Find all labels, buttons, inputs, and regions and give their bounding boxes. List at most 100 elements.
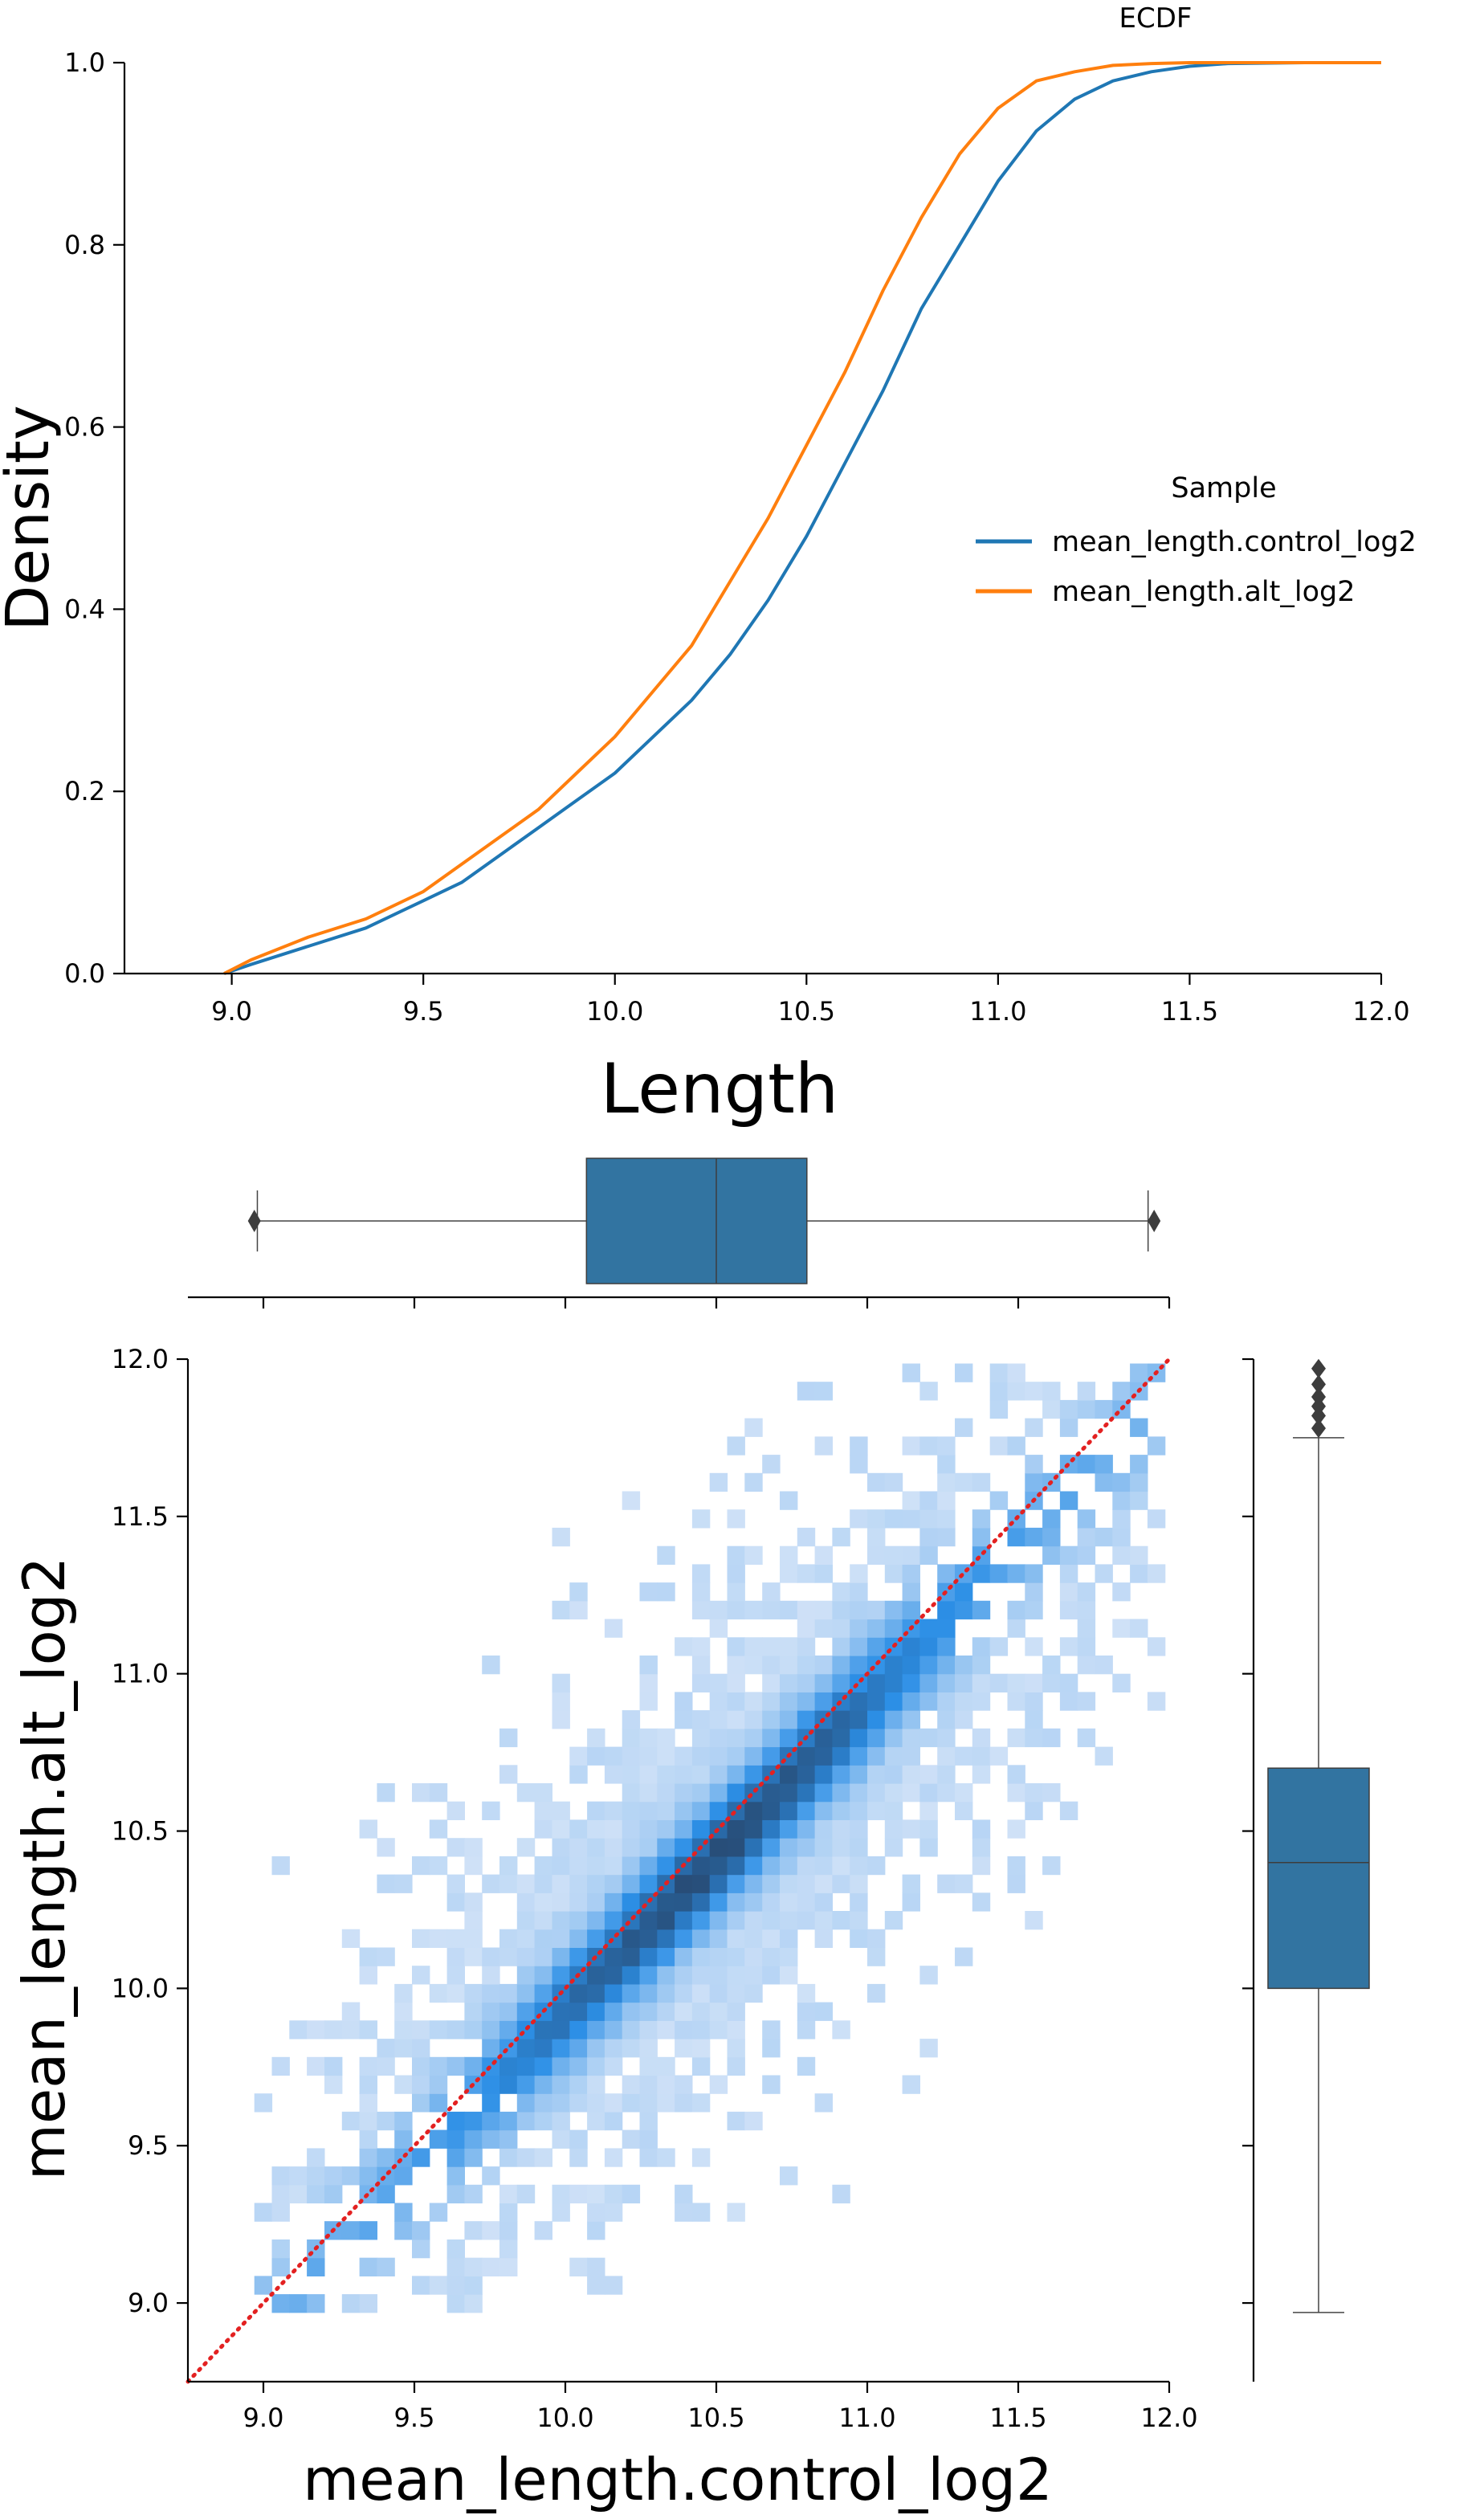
heatmap-cell	[534, 1892, 552, 1912]
heatmap-cell	[552, 1801, 570, 1820]
heatmap-cell	[1059, 1399, 1078, 1419]
heatmap-cell	[657, 2020, 675, 2039]
heatmap-cell	[1007, 1600, 1025, 1620]
heatmap-cell	[639, 2039, 658, 2058]
heatmap-cell	[569, 1765, 588, 1784]
heatmap-cell	[429, 1819, 448, 1839]
heatmap-cell	[377, 1838, 395, 1857]
heatmap-cell	[762, 1710, 781, 1729]
heatmap-cell	[482, 1966, 500, 1985]
ecdf-line-alt	[223, 61, 1381, 975]
heatmap-cell	[814, 1783, 833, 1803]
heatmap-cell	[516, 2093, 536, 2113]
heatmap-cell	[814, 1600, 833, 1620]
heatmap-cell	[587, 2002, 605, 2021]
joint-x-tick-label: 9.0	[243, 2403, 284, 2433]
heatmap-cell	[1059, 1418, 1078, 1437]
heatmap-cell	[850, 1564, 868, 1583]
heatmap-cell	[691, 1710, 711, 1729]
heatmap-cell	[902, 1765, 920, 1784]
heatmap-cell	[271, 2184, 290, 2204]
heatmap-cell	[832, 1710, 850, 1729]
heatmap-cell	[622, 1801, 641, 1820]
heatmap-cell	[850, 1673, 868, 1692]
heatmap-cell	[516, 1983, 536, 2003]
heatmap-cell	[1095, 1455, 1113, 1474]
heatmap-cell	[552, 2184, 570, 2204]
heatmap-cell	[1025, 1783, 1043, 1803]
heatmap-cell	[639, 2075, 658, 2094]
heatmap-cell	[867, 1527, 886, 1547]
heatmap-cell	[1077, 1509, 1096, 1529]
heatmap-cell	[902, 1728, 920, 1748]
heatmap-cell	[867, 1856, 886, 1876]
heatmap-cell	[499, 2184, 518, 2204]
heatmap-cell	[307, 2184, 325, 2204]
heatmap-cell	[1130, 1491, 1148, 1510]
heatmap-cell	[884, 1692, 903, 1711]
heatmap-cell	[324, 2075, 343, 2094]
heatmap-cell	[622, 1491, 641, 1510]
heatmap-cell	[359, 2093, 377, 2113]
heatmap-cell	[762, 1637, 781, 1656]
heatmap-cell	[797, 1892, 816, 1912]
heatmap-cell	[850, 1801, 868, 1820]
heatmap-cell	[587, 2093, 605, 2113]
heatmap-cell	[622, 1856, 641, 1876]
heatmap-cell	[780, 1673, 798, 1692]
heatmap-cell	[937, 1491, 956, 1510]
joint-y-axis-label: mean_length.alt_log2	[10, 1557, 78, 2181]
heatmap-cell	[867, 1472, 886, 1492]
heatmap-cell	[412, 1783, 430, 1803]
heatmap-cell	[675, 1911, 693, 1930]
heatmap-cell	[832, 1874, 850, 1893]
heatmap-cell	[482, 2166, 500, 2186]
heatmap-cell	[780, 1929, 798, 1948]
heatmap-cell	[972, 1819, 991, 1839]
heatmap-cell	[569, 2257, 588, 2276]
heatmap-cell	[675, 1801, 693, 1820]
heatmap-cell	[780, 1545, 798, 1565]
heatmap-cell	[1077, 1382, 1096, 1401]
heatmap-cell	[727, 2056, 745, 2076]
heatmap-cell	[744, 1656, 763, 1675]
heatmap-cell	[604, 2111, 623, 2131]
heatmap-cell	[919, 1436, 938, 1456]
heatmap-cell	[657, 1783, 675, 1803]
heatmap-cell	[464, 1929, 483, 1948]
heatmap-cell	[797, 1619, 816, 1638]
heatmap-cell	[709, 2075, 728, 2094]
heatmap-cell	[359, 2075, 377, 2094]
heatmap-cell	[534, 2056, 552, 2076]
heatmap-cell	[972, 1509, 991, 1529]
heatmap-cell	[622, 1838, 641, 1857]
heatmap-cell	[972, 1656, 991, 1675]
heatmap-cell	[569, 2075, 588, 2094]
heatmap-cell	[989, 1746, 1009, 1766]
heatmap-cell	[814, 1819, 833, 1839]
heatmap-cell	[780, 1692, 798, 1711]
heatmap-cell	[377, 2056, 395, 2076]
heatmap-cell	[1112, 1382, 1131, 1401]
heatmap-cell	[622, 2184, 641, 2204]
heatmap-cell	[867, 1710, 886, 1729]
heatmap-cell	[727, 1600, 745, 1620]
heatmap-cell	[516, 2056, 536, 2076]
heatmap-cell	[254, 2276, 273, 2295]
heatmap-cell	[604, 1983, 623, 2003]
heatmap-cell	[762, 1783, 781, 1803]
heatmap-cell	[482, 1983, 500, 2003]
ecdf-y-tick-label: 0.8	[64, 230, 105, 260]
heatmap-cell	[289, 2294, 308, 2313]
heatmap-cell	[464, 2129, 483, 2149]
heatmap-cell	[499, 2257, 518, 2276]
heatmap-cell	[709, 1692, 728, 1711]
heatmap-cell	[604, 2020, 623, 2039]
heatmap-cell	[762, 1947, 781, 1966]
heatmap-cell	[832, 1637, 850, 1656]
heatmap-cell	[587, 2056, 605, 2076]
heatmap-cell	[657, 2002, 675, 2021]
heatmap-cell	[622, 1746, 641, 1766]
heatmap-cell	[622, 2020, 641, 2039]
heatmap-cell	[727, 2039, 745, 2058]
